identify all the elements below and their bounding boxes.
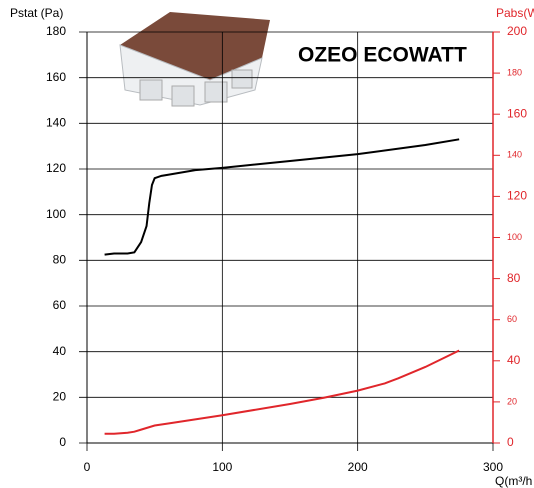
y-tick-label: 40 bbox=[53, 344, 67, 358]
y-tick-label: 60 bbox=[53, 298, 67, 312]
data-line bbox=[104, 138, 460, 256]
product-image bbox=[119, 12, 270, 107]
x-tick-label: 300 bbox=[483, 460, 503, 474]
x-tick-label: 0 bbox=[84, 460, 91, 474]
chart-title: OZEO ECOWATT bbox=[298, 44, 467, 67]
y2-tick-label: 140 bbox=[507, 150, 522, 160]
y-tick-label: 80 bbox=[53, 253, 67, 267]
y-tick-label: 0 bbox=[59, 435, 66, 449]
x-axis-label: Q(m³/h bbox=[495, 474, 532, 488]
y2-tick-label: 100 bbox=[507, 232, 522, 242]
y-tick-label: 160 bbox=[46, 70, 66, 84]
y-axis-label: Pstat (Pa) bbox=[10, 6, 63, 20]
data-line bbox=[104, 349, 460, 435]
x-tick-label: 100 bbox=[212, 460, 232, 474]
y2-tick-label: 160 bbox=[507, 106, 527, 120]
y-tick-label: 100 bbox=[46, 207, 66, 221]
y2-tick-label: 180 bbox=[507, 67, 522, 77]
y2-tick-label: 120 bbox=[507, 189, 527, 203]
y2-tick-label: 200 bbox=[507, 24, 527, 38]
y2-tick-label: 60 bbox=[507, 314, 517, 324]
y2-tick-label: 0 bbox=[507, 435, 514, 449]
y-tick-label: 20 bbox=[53, 390, 67, 404]
x-tick-label: 200 bbox=[348, 460, 368, 474]
y2-axis-label: Pabs(W bbox=[496, 6, 534, 20]
y2-tick-label: 20 bbox=[507, 396, 517, 406]
y-tick-label: 120 bbox=[46, 161, 66, 175]
y-tick-label: 140 bbox=[46, 116, 66, 130]
y2-tick-label: 80 bbox=[507, 271, 521, 285]
y2-tick-label: 40 bbox=[507, 353, 521, 367]
y-tick-label: 180 bbox=[46, 24, 66, 38]
